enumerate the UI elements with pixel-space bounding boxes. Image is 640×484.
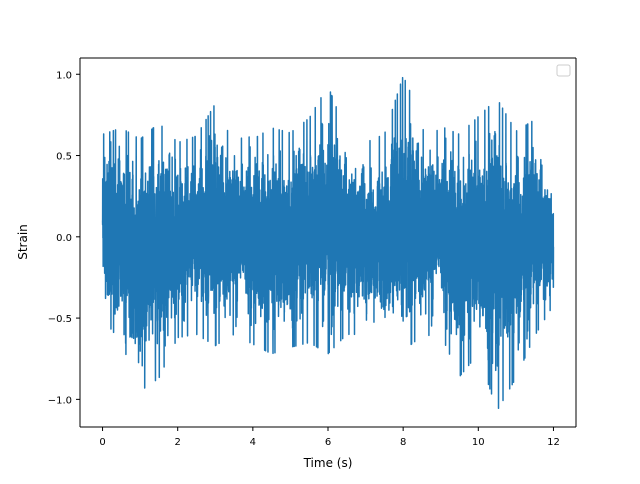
- y-tick-label: 0.5: [56, 152, 72, 163]
- x-tick-label: 4: [250, 437, 256, 448]
- y-tick-label: −0.5: [48, 314, 72, 325]
- x-tick-label: 0: [99, 437, 105, 448]
- x-tick-label: 2: [175, 437, 181, 448]
- y-tick-label: 1.0: [56, 70, 72, 81]
- x-tick-label: 6: [325, 437, 331, 448]
- legend-box: [556, 64, 571, 77]
- x-tick-label: 8: [400, 437, 406, 448]
- x-tick-label: 12: [547, 437, 560, 448]
- y-axis: −1.0 −0.5 0.0 0.5 1.0: [48, 70, 80, 406]
- y-axis-label: Strain: [16, 224, 30, 260]
- y-tick-label: 0.0: [56, 233, 72, 244]
- x-tick-label: 10: [472, 437, 485, 448]
- x-axis: 0 2 4 6 8 10 12: [99, 427, 560, 448]
- x-axis-label: Time (s): [303, 456, 353, 470]
- series-line: [101, 76, 555, 410]
- y-tick-label: −1.0: [48, 395, 72, 406]
